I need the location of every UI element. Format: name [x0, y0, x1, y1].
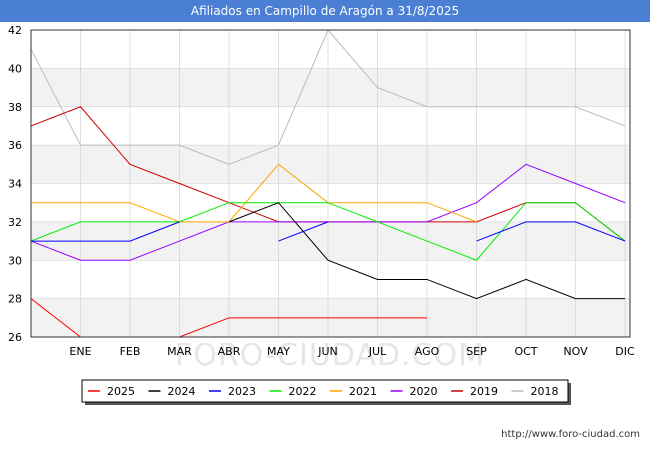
- y-tick-label: 26: [8, 331, 22, 344]
- legend-box: [81, 379, 569, 403]
- y-tick-label: 30: [8, 254, 22, 267]
- y-tick-label: 38: [8, 101, 22, 114]
- series-line-2018: [31, 30, 626, 165]
- series-line-2023: [31, 221, 180, 242]
- y-tick-label: 32: [8, 216, 22, 229]
- series-line-2025: [31, 298, 81, 337]
- x-tick-label: ABR: [218, 345, 241, 358]
- legend-label: 2018: [531, 385, 559, 398]
- x-tick-label: DIC: [615, 345, 635, 358]
- legend-label: 2021: [349, 385, 377, 398]
- y-tick-label: 36: [8, 139, 22, 152]
- series-line-2025: [179, 317, 427, 337]
- x-tick-label: NOV: [563, 345, 588, 358]
- legend-label: 2022: [289, 385, 317, 398]
- watermark-text: FORO-CIUDAD.COM: [175, 338, 485, 373]
- x-tick-label: AGO: [415, 345, 440, 358]
- series-line-2022: [31, 202, 626, 261]
- x-tick-label: FEB: [120, 345, 141, 358]
- series-line-2023: [476, 221, 626, 242]
- source-url: http://www.foro-ciudad.com: [501, 429, 640, 440]
- legend-label: 2025: [107, 385, 135, 398]
- legend-label: 2020: [410, 385, 438, 398]
- series-line-2021: [31, 163, 477, 223]
- grid-band: [31, 68, 630, 107]
- x-tick-label: JUN: [317, 345, 338, 358]
- y-tick-label: 34: [8, 178, 22, 191]
- chart-title: Afiliados en Campillo de Aragón a 31/8/2…: [190, 4, 460, 18]
- x-tick-label: OCT: [514, 345, 537, 358]
- legend-label: 2024: [168, 385, 196, 398]
- x-tick-label: MAR: [167, 345, 192, 358]
- legend-label: 2023: [228, 385, 256, 398]
- y-tick-label: 40: [8, 62, 22, 75]
- x-tick-label: SEP: [466, 345, 487, 358]
- x-tick-label: MAY: [267, 345, 290, 358]
- x-tick-label: JUL: [368, 345, 387, 358]
- title-bar: Afiliados en Campillo de Aragón a 31/8/2…: [0, 0, 650, 22]
- legend-label: 2019: [470, 385, 498, 398]
- series-line-2024: [228, 202, 625, 300]
- y-tick-label: 28: [8, 293, 22, 306]
- grid-band: [31, 145, 630, 184]
- x-tick-label: ENE: [69, 345, 91, 358]
- y-tick-label: 42: [8, 24, 22, 37]
